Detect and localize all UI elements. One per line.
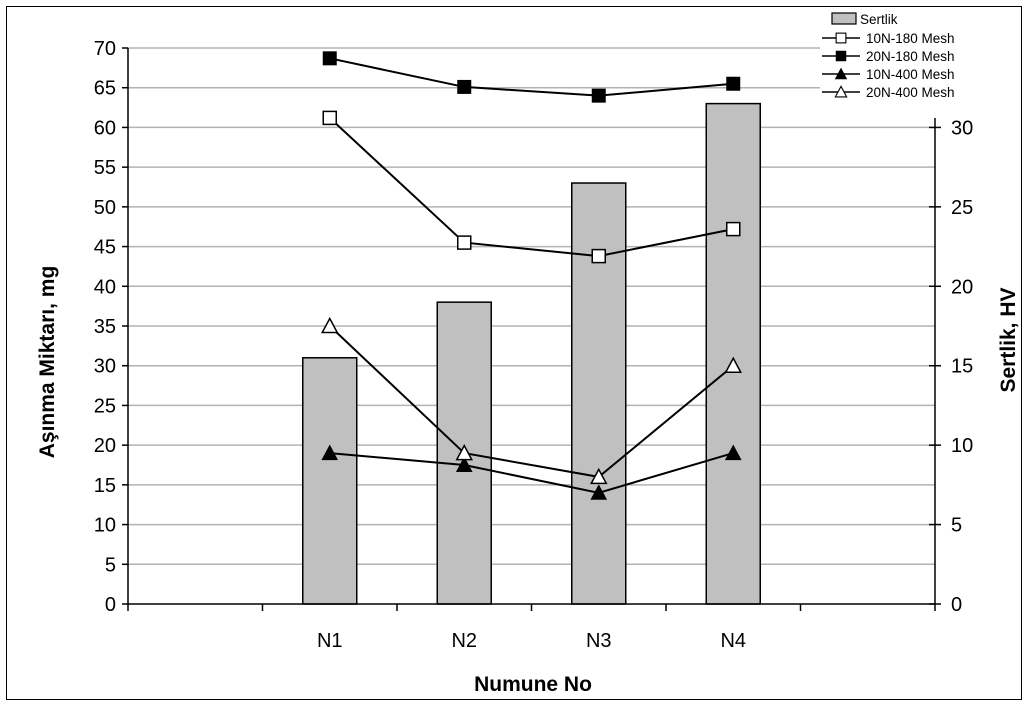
point-10n-180-mesh-2 [457, 235, 472, 250]
point-10n-180-mesh-4 [726, 221, 741, 237]
legend-label-20n-180-mesh: 20N-180 Mesh [866, 49, 955, 64]
legend-label-sertlik: Sertlik [860, 12, 898, 27]
bar-series-sertlik [302, 102, 761, 605]
legend-marker-20n-400-mesh [834, 85, 848, 98]
x-tick-label-n1: N1 [317, 630, 343, 652]
legend-marker-10n-400-mesh [834, 67, 848, 80]
series-20n-400-mesh [320, 316, 743, 485]
point-20n-400-mesh-3 [589, 467, 608, 485]
legend-marker-group-20n-180-mesh [835, 50, 847, 62]
point-20n-180-mesh-1 [322, 51, 337, 66]
legend-marker-group-10n-400-mesh [834, 67, 848, 80]
point-20n-180-mesh-2 [457, 79, 472, 94]
chart-frame [6, 6, 1022, 700]
point-10n-400-mesh-3 [590, 484, 608, 500]
y2-tick-label: 0 [951, 594, 962, 616]
point-20n-400-mesh-1 [320, 316, 339, 334]
y-tick-label: 50 [94, 197, 116, 219]
y2-tick-label: 5 [951, 515, 962, 537]
y2-tick-label: 15 [951, 356, 973, 378]
y2-tick-label: 30 [951, 117, 973, 139]
legend-label-20n-400-mesh: 20N-400 Mesh [866, 85, 955, 100]
y-tick-label: 70 [94, 38, 116, 60]
point-20n-400-mesh-4 [724, 356, 743, 373]
line-20n-180-mesh [329, 57, 734, 97]
legend-swatch-sertlik [831, 12, 857, 25]
y2-tick-label: 20 [951, 276, 973, 298]
legend-label-10n-400-mesh: 10N-400 Mesh [866, 67, 955, 82]
line-10n-400-mesh [329, 452, 734, 494]
legend: Sertlik 10N-180 Mesh 20N-180 Mesh 10N-400 M… [820, 8, 1020, 104]
legend-marker-group-20n-400-mesh [834, 85, 848, 98]
y2-tick-label: 25 [951, 197, 973, 219]
series-10n-400-mesh [321, 444, 742, 500]
bar-n3 [571, 182, 627, 605]
axes: 0 5 10 15 20 25 30 35 40 45 50 55 60 65 70 0 5 10 15 20 25 30… [94, 38, 974, 652]
x-tick-label-n2: N2 [451, 630, 477, 652]
y2-axis-title: Sertlik, HV [997, 287, 1020, 392]
bar-n1 [302, 357, 358, 605]
point-10n-180-mesh-3 [591, 248, 606, 264]
point-10n-180-mesh-1 [322, 110, 337, 126]
y-tick-label: 40 [94, 276, 116, 298]
series-20n-180-mesh [322, 51, 741, 103]
y-tick-label: 10 [94, 515, 116, 537]
bar-n4 [705, 102, 761, 605]
y-axis-title: Aşınma Miktarı, mg [36, 266, 59, 459]
y-tick-label: 45 [94, 237, 116, 259]
y-tick-label: 0 [105, 594, 116, 616]
y-tick-label: 30 [94, 356, 116, 378]
y-tick-label: 25 [94, 395, 116, 417]
point-10n-400-mesh-1 [321, 444, 339, 461]
y-tick-label: 60 [94, 117, 116, 139]
point-20n-180-mesh-4 [726, 76, 741, 91]
legend-label-10n-180-mesh: 10N-180 Mesh [866, 31, 955, 46]
line-10n-180-mesh [329, 117, 734, 258]
y-tick-label: 35 [94, 316, 116, 338]
line-20n-400-mesh [329, 325, 734, 478]
legend-marker-group-10n-180-mesh [835, 32, 847, 44]
point-10n-400-mesh-2 [455, 456, 473, 472]
point-20n-400-mesh-2 [455, 443, 474, 461]
y-tick-label: 15 [94, 475, 116, 497]
legend-marker-20n-180-mesh [835, 50, 847, 62]
y-tick-label: 5 [105, 554, 116, 576]
x-tick-label-n4: N4 [720, 630, 746, 652]
y2-tick-label: 10 [951, 435, 973, 457]
y-tick-label: 20 [94, 435, 116, 457]
gridlines [128, 47, 935, 566]
y-tick-label: 55 [94, 157, 116, 179]
y-tick-label: 65 [94, 78, 116, 100]
x-axis-title: Numune No [474, 673, 592, 696]
series-10n-180-mesh [322, 110, 741, 264]
point-20n-180-mesh-3 [591, 88, 606, 103]
legend-marker-10n-180-mesh [835, 32, 847, 44]
point-10n-400-mesh-4 [724, 444, 742, 461]
x-tick-label-n3: N3 [586, 630, 612, 652]
line-series [320, 51, 743, 500]
